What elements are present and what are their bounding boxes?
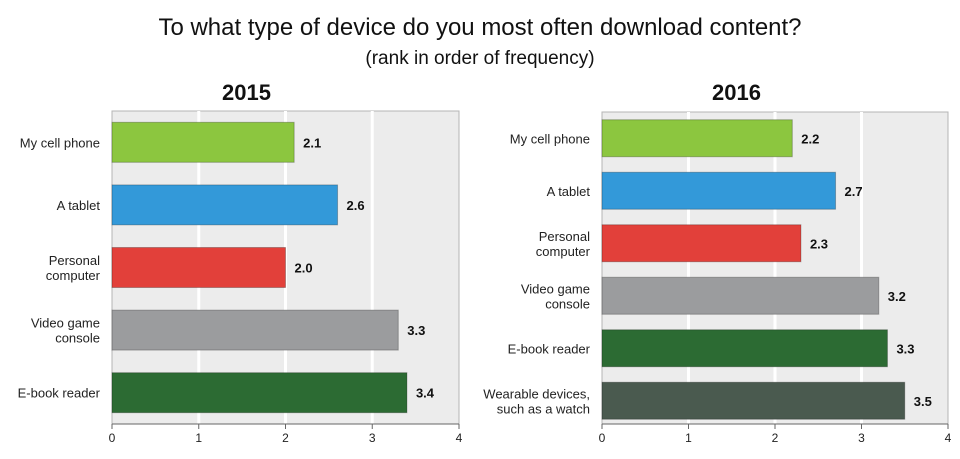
chart-2015-title: 2015 [222, 80, 271, 105]
bar [111, 247, 286, 288]
x-tick-label: 3 [369, 431, 376, 445]
category-label-line: E-book reader [18, 386, 101, 401]
data-label: 3.3 [407, 323, 425, 338]
category-label: A tablet [547, 184, 591, 199]
x-tick-label: 3 [858, 431, 865, 445]
category-label-line: Personal [49, 253, 100, 268]
data-label: 3.3 [896, 341, 914, 356]
category-label-line: A tablet [57, 198, 101, 213]
data-label: 2.3 [810, 236, 828, 251]
category-label-line: My cell phone [510, 131, 590, 146]
category-label: Personal computer [536, 229, 591, 259]
bar [601, 224, 802, 263]
category-label-line: Video game [521, 281, 590, 296]
x-tick-label: 2 [772, 431, 779, 445]
bar [111, 184, 339, 226]
category-label-line: console [545, 296, 590, 311]
bar [601, 381, 906, 420]
x-tick-label: 4 [945, 431, 952, 445]
category-label-line: A tablet [547, 184, 591, 199]
bar [601, 119, 793, 158]
data-label: 3.2 [888, 289, 906, 304]
category-label-line: Wearable devices, [483, 386, 590, 401]
bar [601, 171, 837, 210]
category-label-line: computer [46, 268, 101, 283]
chart-title: To what type of device do you most often… [158, 14, 802, 41]
bar [111, 372, 408, 414]
x-tick-label: 2 [282, 431, 289, 445]
category-label: Personal computer [46, 253, 101, 283]
category-label-line: such as a watch [497, 401, 590, 416]
x-tick-label: 0 [599, 431, 606, 445]
category-label-line: computer [536, 244, 591, 259]
category-label-line: console [55, 331, 100, 346]
x-tick-label: 0 [109, 431, 116, 445]
x-tick-label: 4 [456, 431, 463, 445]
chart-subtitle: (rank in order of frequency) [365, 48, 595, 69]
x-tick-label: 1 [195, 431, 202, 445]
category-label: Video game console [521, 281, 590, 311]
category-label-line: My cell phone [20, 135, 100, 150]
data-label: 2.0 [295, 261, 313, 276]
data-label: 2.6 [347, 198, 365, 213]
category-label: My cell phone [20, 135, 100, 150]
bar [601, 276, 880, 315]
category-label: A tablet [57, 198, 101, 213]
data-label: 3.5 [914, 394, 932, 409]
chart-2016: 0 1 2 3 4 2.2 My cell phone 2.7 A tablet 2.3 Perso… [483, 111, 952, 445]
category-label-line: Personal [539, 229, 590, 244]
bar [601, 329, 888, 368]
category-label-line: Video game [31, 316, 100, 331]
bar [111, 309, 399, 351]
category-label: Video game console [31, 316, 100, 346]
x-tick-label: 1 [685, 431, 692, 445]
chart-2016-title: 2016 [712, 80, 761, 105]
data-label: 3.4 [416, 386, 435, 401]
category-label-line: E-book reader [508, 341, 591, 356]
data-label: 2.7 [845, 184, 863, 199]
category-label: Wearable devices, such as a watch [483, 386, 590, 416]
bar [111, 121, 295, 163]
data-label: 2.1 [303, 135, 321, 150]
category-label: E-book reader [508, 341, 591, 356]
chart-2015: 0 1 2 3 4 2.1 My cell phone 2.6 A tablet 2.0 Perso… [18, 110, 463, 445]
category-label: E-book reader [18, 386, 101, 401]
category-label: My cell phone [510, 131, 590, 146]
data-label: 2.2 [801, 131, 819, 146]
